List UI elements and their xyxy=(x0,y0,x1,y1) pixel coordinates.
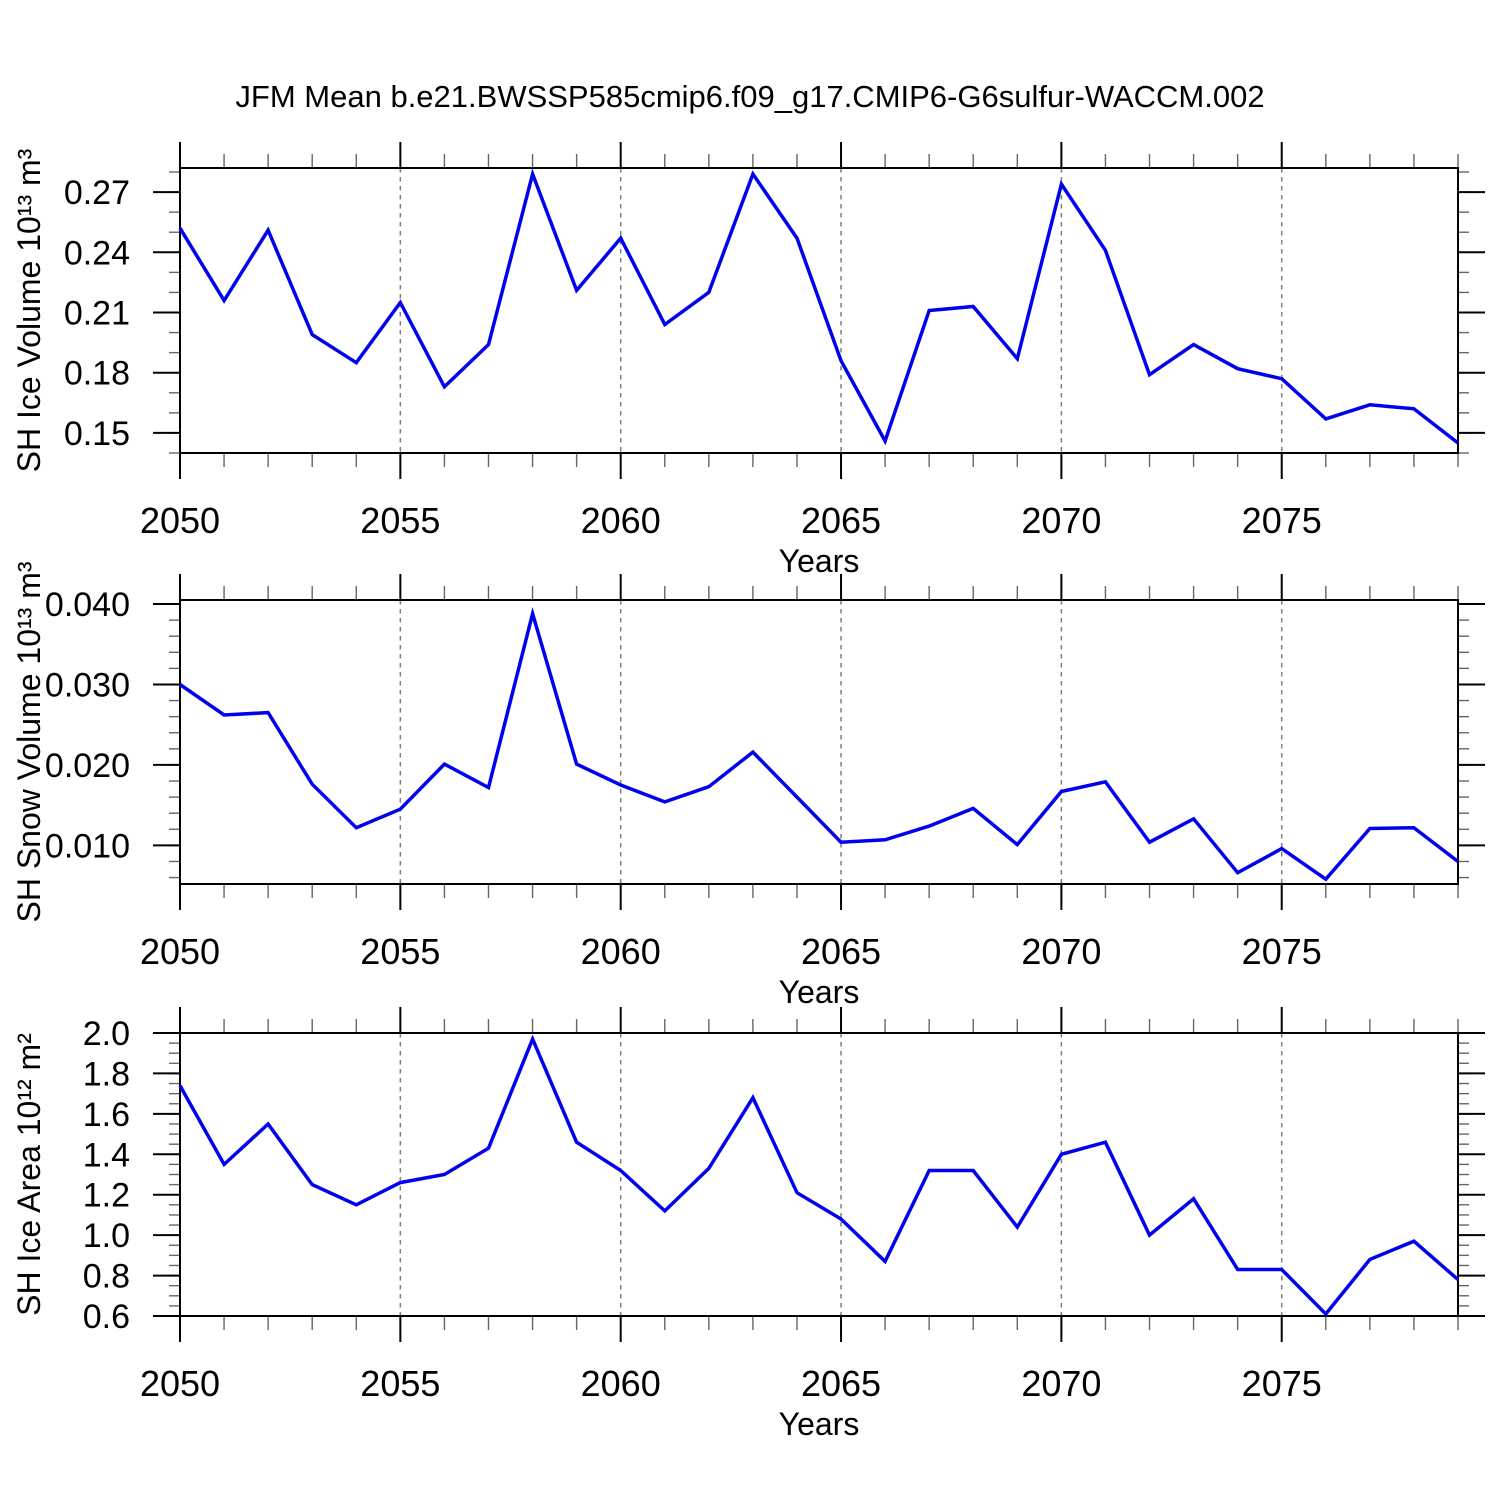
x-tick-label: 2070 xyxy=(1021,500,1101,541)
panel-sh-ice-area: 2.01.81.61.41.21.00.80.6 2050 2055 2060 2065… xyxy=(11,1007,1485,1442)
y-tick-label: 1.8 xyxy=(83,1055,130,1093)
y-tick-label: 0.15 xyxy=(64,415,130,453)
y-tick-label: 0.6 xyxy=(83,1298,130,1336)
data-line-sh-ice-area xyxy=(178,1034,1460,1317)
figure-title: JFM Mean b.e21.BWSSP585cmip6.f09_g17.CMI… xyxy=(235,79,1264,114)
x-tick-label: 2065 xyxy=(801,931,881,972)
panel-sh-ice-volume: 0.27 0.24 0.21 0.18 0.15 2050 2055 2060 2065 2070… xyxy=(11,142,1485,579)
x-tick-label: 2065 xyxy=(801,500,881,541)
y-tick-label: 1.4 xyxy=(83,1136,130,1174)
x-tick-label: 2060 xyxy=(581,500,661,541)
x-axis-title: Years xyxy=(779,974,860,1010)
y-tick-label: 0.020 xyxy=(45,747,130,785)
x-tick-label: 2075 xyxy=(1242,931,1322,972)
data-line-sh-snow-volume xyxy=(179,607,1460,882)
y-tick-label: 0.8 xyxy=(83,1258,130,1296)
x-tick-label: 2075 xyxy=(1242,500,1322,541)
x-tick-label: 2060 xyxy=(581,1363,661,1404)
x-tick-label: 2050 xyxy=(140,500,220,541)
x-tick-label: 2075 xyxy=(1242,1363,1322,1404)
x-tick-label: 2055 xyxy=(360,931,440,972)
x-tick-label: 2050 xyxy=(140,1363,220,1404)
y-axis-title: SH Snow Volume 10¹³ m³ xyxy=(11,561,47,922)
y-tick-label: 0.24 xyxy=(64,234,130,272)
panel-sh-snow-volume: 0.040 0.030 0.020 0.010 2050 2055 2060 2065 2070… xyxy=(11,561,1485,1010)
axis-frame xyxy=(179,167,1459,454)
y-tick-label: 0.010 xyxy=(45,827,130,865)
x-tick-label: 2070 xyxy=(1021,1363,1101,1404)
y-axis-title: SH Ice Volume 10¹³ m³ xyxy=(11,148,47,472)
y-axis-title: SH Ice Area 10¹² m² xyxy=(11,1033,47,1316)
y-tick-label: 0.030 xyxy=(45,666,130,704)
y-tick-label: 0.040 xyxy=(45,586,130,624)
x-axis-title: Years xyxy=(779,543,860,579)
y-tick-label: 1.6 xyxy=(83,1096,130,1134)
y-tick-label: 0.18 xyxy=(64,355,130,393)
y-tick-label: 0.27 xyxy=(64,174,130,212)
x-tick-label: 2055 xyxy=(360,1363,440,1404)
x-tick-label: 2065 xyxy=(801,1363,881,1404)
axis-frame xyxy=(179,1032,1459,1317)
x-tick-label: 2055 xyxy=(360,500,440,541)
y-tick-label: 1.0 xyxy=(83,1217,130,1255)
x-tick-label: 2060 xyxy=(581,931,661,972)
x-tick-label: 2070 xyxy=(1021,931,1101,972)
y-tick-label: 1.2 xyxy=(83,1177,130,1215)
axis-frame xyxy=(179,599,1459,885)
x-tick-label: 2050 xyxy=(140,931,220,972)
x-axis-title: Years xyxy=(779,1406,860,1442)
y-tick-label: 2.0 xyxy=(83,1015,130,1053)
y-tick-label: 0.21 xyxy=(64,295,130,333)
data-line-sh-ice-volume xyxy=(178,168,1460,446)
